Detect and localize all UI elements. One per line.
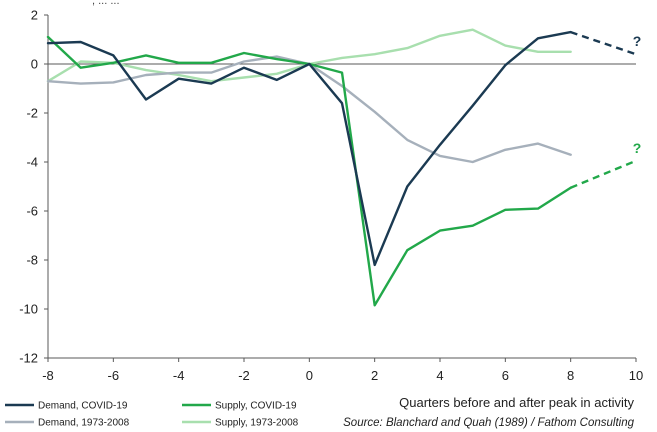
- legend: Demand, COVID-19 Supply, COVID-19 Demand, …: [5, 401, 299, 429]
- source-note: Source: Blanchard and Quah (1989) / Fath…: [343, 417, 634, 429]
- legend-label: Supply, COVID-19: [215, 401, 297, 412]
- x-tick-label: -4: [173, 368, 185, 383]
- x-tick-label: 0: [306, 368, 313, 383]
- x-tick-label: -2: [238, 368, 250, 383]
- y-tick-label: -10: [19, 302, 38, 317]
- x-tick-label: 10: [629, 368, 643, 383]
- series-lines: [46, 28, 572, 307]
- x-tick-label: 8: [567, 368, 574, 383]
- x-tick-label: -8: [42, 368, 54, 383]
- series-line-1: [46, 35, 572, 307]
- y-tick-label: -12: [19, 351, 38, 366]
- series-line-0: [46, 30, 572, 267]
- projection-line-1: [570, 159, 637, 189]
- x-tick-label: 4: [436, 368, 443, 383]
- axes: 2 0 -2 -4 -6 -8 -10 -12 -8 -6 -4 -2 0 2 4 6 8 10: [19, 8, 643, 384]
- projection-label: ?: [633, 33, 642, 49]
- x-tick-label: -6: [108, 368, 120, 383]
- legend-label: Demand, COVID-19: [38, 401, 128, 412]
- y-tick-label: 2: [31, 8, 38, 23]
- y-tick-label: -4: [26, 155, 38, 170]
- top-text-fragment: , ... ...: [92, 0, 120, 7]
- x-tick-label: 6: [502, 368, 509, 383]
- legend-label: Demand, 1973-2008: [38, 418, 130, 429]
- projection-label: ?: [633, 140, 642, 156]
- y-tick-label: -8: [26, 253, 38, 268]
- x-tick-label: 2: [371, 368, 378, 383]
- projection-line-0: [570, 31, 637, 56]
- y-tick-label: -6: [26, 204, 38, 219]
- y-tick-label: 0: [31, 57, 38, 72]
- legend-label: Supply, 1973-2008: [215, 418, 299, 429]
- projection-lines: ??: [570, 31, 642, 189]
- x-axis-label: Quarters before and after peak in activi…: [399, 395, 634, 410]
- y-tick-label: -2: [26, 106, 38, 121]
